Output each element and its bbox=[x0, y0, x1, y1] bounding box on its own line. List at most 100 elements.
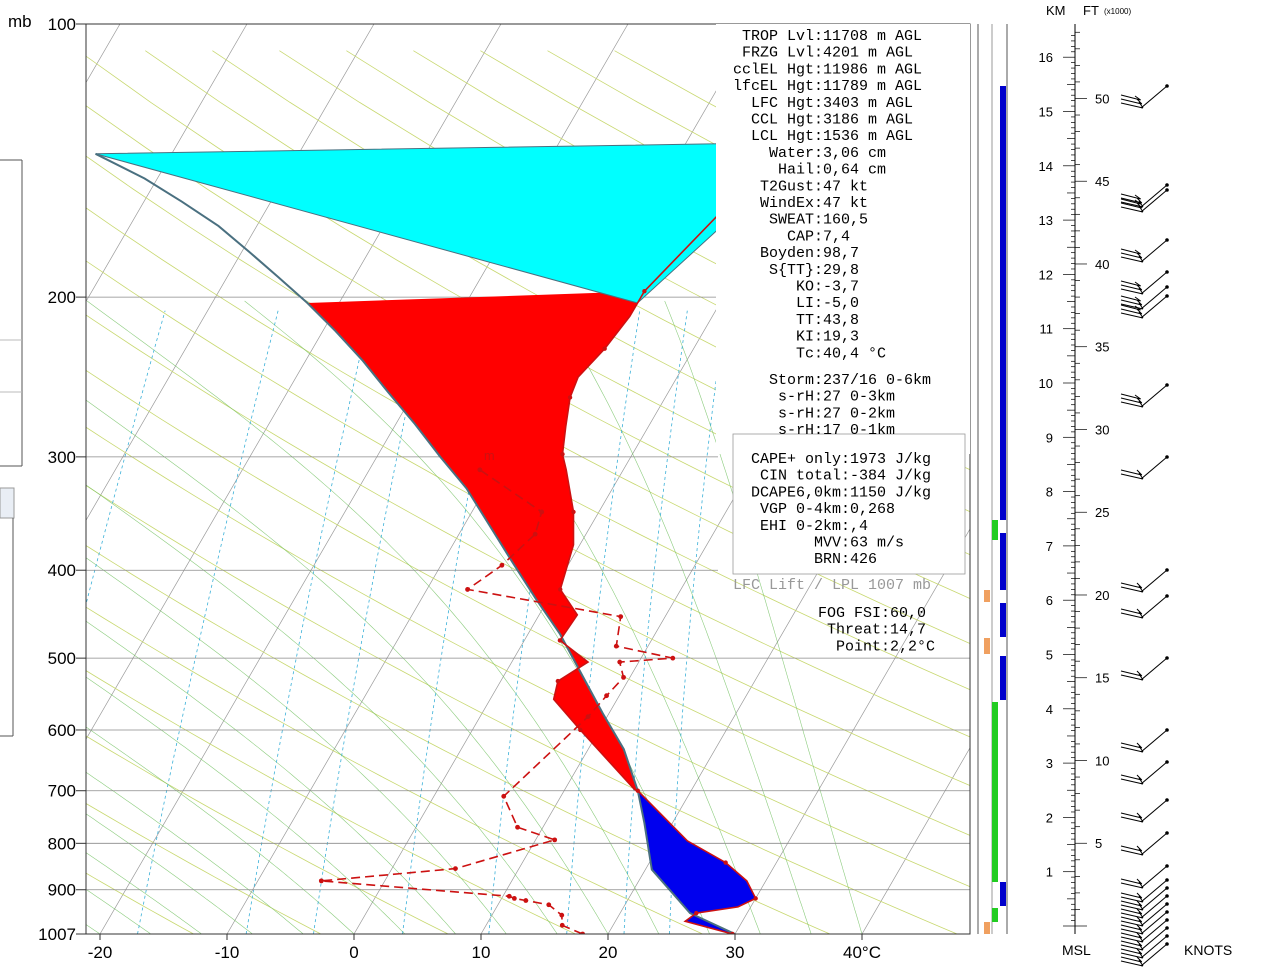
moist-adiabat-line bbox=[548, 300, 812, 934]
dewpoint-point bbox=[585, 714, 591, 720]
storm-row-value: 17 0-1km bbox=[823, 422, 895, 439]
cape-row-label: CAPE+ only: bbox=[751, 451, 850, 468]
dewpoint-point bbox=[511, 895, 517, 901]
ft-tick-label: 15 bbox=[1095, 671, 1109, 686]
index-row-label: Hail: bbox=[778, 162, 823, 179]
indices-background bbox=[716, 24, 970, 454]
pressure-tick-label: 100 bbox=[48, 15, 76, 34]
index-row-value: 47 kt bbox=[823, 195, 868, 212]
moist-adiabat-line bbox=[86, 300, 660, 934]
pressure-tick-label: 200 bbox=[48, 288, 76, 307]
index-row-value: 43,8 bbox=[823, 312, 859, 329]
index-row-label: TROP Lvl: bbox=[742, 28, 823, 45]
fog-row-label: FOG FSI: bbox=[818, 605, 890, 622]
moist-adiabat-line bbox=[86, 620, 456, 934]
wind-barb bbox=[1120, 84, 1169, 109]
wind-barb bbox=[1120, 383, 1169, 408]
ft-tick-label: 5 bbox=[1095, 836, 1102, 851]
storm-row-value: 27 0-2km bbox=[823, 405, 895, 422]
cape-row-value: 1973 J/kg bbox=[850, 451, 931, 468]
sidebar-orange-segment bbox=[984, 638, 990, 654]
ft-tick-label: 25 bbox=[1095, 505, 1109, 520]
dewpoint-point bbox=[546, 902, 552, 908]
dewpoint-point bbox=[506, 893, 512, 899]
left-panel-fragment bbox=[0, 159, 23, 737]
plot-frame bbox=[85, 23, 971, 935]
index-row-value: 7,4 bbox=[823, 228, 850, 245]
ft-tick-label: 40 bbox=[1095, 257, 1109, 272]
index-row-value: 0,64 cm bbox=[823, 162, 886, 179]
index-row-value: 11986 m AGL bbox=[823, 61, 922, 78]
temperature-tick-label: -10 bbox=[215, 943, 240, 962]
temperature-tick-label: 20 bbox=[599, 943, 618, 962]
dewpoint-point bbox=[465, 587, 470, 592]
wind-barb bbox=[1120, 728, 1169, 753]
dewpoint-point bbox=[318, 878, 324, 884]
moist-adiabat-line bbox=[86, 399, 609, 934]
cape-area bbox=[307, 291, 645, 791]
index-row-label: KO: bbox=[796, 279, 823, 296]
index-row-value: 29,8 bbox=[823, 262, 859, 279]
temperature-tick-label: 40°C bbox=[843, 943, 881, 962]
temperature-point bbox=[557, 638, 563, 643]
wind-barb bbox=[1120, 934, 1169, 959]
cape-row-label: DCAPE6,0km: bbox=[751, 484, 850, 501]
indices-box bbox=[732, 433, 966, 575]
temperature-point bbox=[730, 931, 735, 934]
index-row-label: TT: bbox=[796, 312, 823, 329]
wind-barb bbox=[1120, 864, 1169, 889]
index-row-label: CAP: bbox=[787, 228, 823, 245]
dewpoint-point bbox=[515, 824, 520, 830]
index-row-label: T2Gust: bbox=[760, 178, 823, 195]
dry-adiabat-line bbox=[86, 485, 958, 934]
sidebar-green-segment bbox=[992, 908, 998, 922]
index-row-label: Boyden: bbox=[760, 245, 823, 262]
moist-adiabat-line bbox=[86, 852, 202, 934]
ft-tick-label: 30 bbox=[1095, 422, 1109, 437]
temperature-point bbox=[642, 288, 647, 294]
dewpoint-point bbox=[559, 922, 565, 928]
index-row-label: LCL Hgt: bbox=[751, 128, 823, 145]
index-row-value: -5,0 bbox=[823, 295, 859, 312]
wind-barb bbox=[1120, 942, 1169, 967]
fog-row-value: 60,0 bbox=[890, 605, 926, 622]
wind-barb bbox=[1120, 926, 1169, 951]
storm-row-label: Storm: bbox=[769, 372, 823, 389]
dewpoint-point bbox=[580, 931, 585, 934]
wind-barb bbox=[1120, 656, 1169, 681]
temperature-point bbox=[578, 727, 583, 733]
index-row-label: Water: bbox=[769, 145, 823, 162]
storm-row-label: s-rH: bbox=[778, 389, 823, 406]
temperature-point bbox=[571, 509, 576, 515]
cape-cin-fills bbox=[95, 141, 815, 934]
pressure-tick-label: 600 bbox=[48, 721, 76, 740]
index-row-value: -3,7 bbox=[823, 279, 859, 296]
dewpoint-point bbox=[501, 793, 507, 799]
index-row-value: 4201 m AGL bbox=[823, 45, 913, 62]
dewpoint-point bbox=[621, 674, 626, 680]
temperature-point bbox=[555, 678, 561, 684]
wind-barb bbox=[1120, 902, 1169, 927]
knots-label: KNOTS bbox=[1184, 942, 1232, 958]
km-tick-label: 11 bbox=[1040, 322, 1054, 337]
index-row-label: SWEAT: bbox=[769, 212, 823, 229]
km-label: KM bbox=[1046, 3, 1066, 18]
ft-tick-label: 20 bbox=[1095, 588, 1109, 603]
ft-tick-label: 35 bbox=[1095, 340, 1109, 355]
km-tick-label: 8 bbox=[1046, 485, 1053, 500]
sidebar-blue-segment bbox=[1000, 656, 1006, 700]
index-row-label: CCL Hgt: bbox=[751, 112, 823, 129]
sidebar-green-segment bbox=[992, 520, 998, 540]
km-tick-label: 15 bbox=[1039, 105, 1053, 120]
wind-barb bbox=[1120, 294, 1169, 319]
sidebar-orange-segment bbox=[984, 922, 990, 934]
dewpoint-point bbox=[670, 655, 676, 661]
cape-row-label: MVV: bbox=[814, 535, 850, 552]
temperature-point bbox=[567, 395, 573, 400]
index-row-value: 3186 m AGL bbox=[823, 112, 913, 129]
pressure-tick-label: 300 bbox=[48, 448, 76, 467]
temperature-point bbox=[753, 896, 758, 901]
cape-row-label: BRN: bbox=[814, 551, 850, 568]
dewpoint-point bbox=[617, 659, 623, 665]
